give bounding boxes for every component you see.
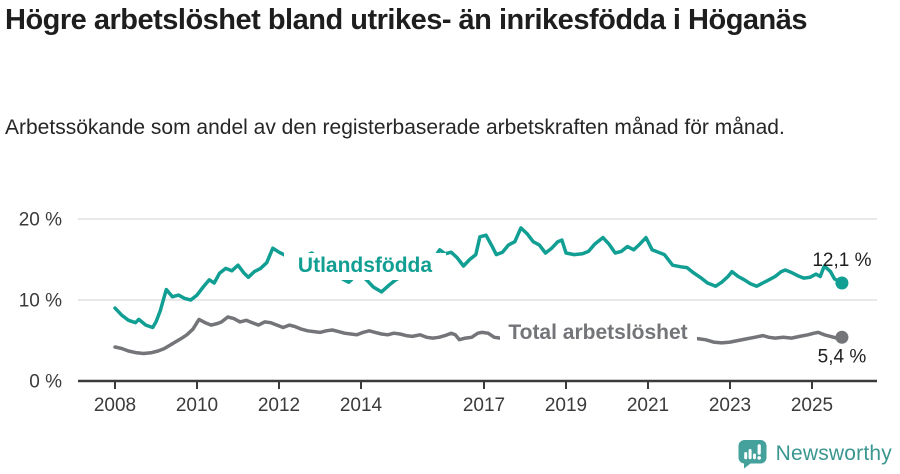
x-tick-label: 2021 [627, 395, 669, 416]
x-tick-label: 2008 [94, 395, 136, 416]
newsworthy-wordmark: Newsworthy [775, 442, 892, 465]
newsworthy-bubble-icon [738, 440, 767, 469]
series-line-total [113, 315, 844, 356]
y-tick-label: 10 % [19, 291, 62, 312]
x-tick-label: 2010 [176, 395, 218, 416]
series-label: Utlandsfödda [298, 254, 432, 277]
series-label-mask [500, 321, 697, 345]
x-tick-label: 2025 [791, 395, 833, 416]
x-tick-label: 2014 [340, 395, 383, 416]
chart-title: Högre arbetslöshet bland utrikes- än inr… [5, 4, 808, 36]
series-end-dot [835, 330, 849, 344]
series-line-utlandsfodda [113, 226, 844, 330]
series-label-mask [284, 253, 446, 280]
x-tick-label: 2019 [545, 395, 587, 416]
series-end-dot [835, 276, 849, 290]
x-tick-label: 2017 [463, 395, 505, 416]
chart-subtitle: Arbetssökande som andel av den registerb… [5, 116, 785, 139]
newsworthy-logo[interactable]: Newsworthy [737, 439, 892, 469]
series-end-value: 12,1 % [812, 250, 871, 271]
y-tick-label: 0 % [29, 372, 62, 393]
x-tick-label: 2012 [258, 395, 300, 416]
x-tick-label: 2023 [709, 395, 751, 416]
y-tick-label: 20 % [19, 210, 62, 231]
series-end-value: 5,4 % [818, 346, 867, 367]
series-label: Total arbetslöshet [508, 321, 687, 344]
